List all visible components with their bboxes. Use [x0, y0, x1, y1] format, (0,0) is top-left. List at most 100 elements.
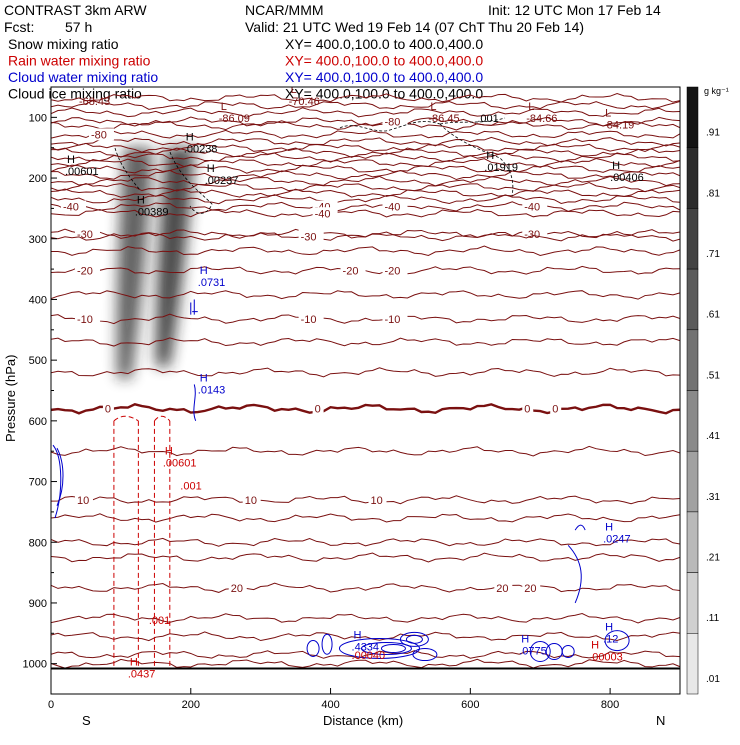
isotherm-line-1: [51, 116, 680, 127]
isotherm-line-7: [51, 313, 680, 325]
colorbar-cell-5: [686, 390, 699, 452]
cloudwater-cell-4: [380, 643, 406, 653]
y-tick-label-1: 200: [29, 173, 47, 185]
y-tick-label-9: 1000: [23, 659, 47, 671]
isotherm-line-minor-8: [51, 158, 680, 168]
isotherm-label-7-1: -10: [301, 314, 317, 326]
isotherm-line-minor-21: [51, 537, 680, 547]
isotherm-line-3: [51, 208, 680, 218]
extrema-value-20: .4334: [352, 641, 380, 653]
isotherm-label-8-0: 0: [105, 404, 111, 416]
cloudwater-cell-8: [545, 643, 563, 661]
isotherm-line-5: [51, 230, 680, 242]
colorbar: .91 .81 .71 .61 .51 .41 .31 .21 .11 .01 g kg⁻¹: [686, 86, 729, 695]
x-tick-label-4: 800: [601, 699, 619, 711]
plot-inner: -80-80-40-40-40-40-40-30-30-30-30-20-20-…: [51, 87, 680, 681]
cloudwater-contour-4: [567, 544, 582, 604]
isotherm-label-2-3: -40: [524, 202, 540, 214]
snow-plume-0: [117, 147, 153, 379]
isotherm-line-minor-25: [51, 650, 680, 659]
isotherm-line-2: [51, 201, 680, 212]
isotherm-line-minor-24: [51, 631, 680, 642]
cloudwater-cell-11: [412, 648, 438, 662]
isotherm-label-bg-6-2: [382, 264, 408, 277]
isotherm-line-minor-9: [51, 164, 680, 174]
extrema-value-12: .00406: [610, 172, 644, 184]
isotherm-label-4-2: -30: [524, 229, 540, 241]
isotherm-label-bg-2-0: [61, 200, 86, 213]
legend-xy-3: XY= 400.0,100.0 to 400.0,400.0: [285, 86, 483, 102]
extrema-value-16: .001: [180, 480, 201, 492]
colorbar-cell-8: [686, 572, 699, 634]
colorbar-label-2: .71: [706, 249, 720, 260]
colorbar-units: g kg⁻¹: [704, 86, 729, 96]
colorbar-label-0: .91: [706, 128, 720, 139]
legend-name-0: Snow mixing ratio: [8, 36, 119, 52]
extrema-value-6: -84.19: [603, 119, 634, 131]
legend-name-1: Rain water mixing ratio: [8, 53, 151, 69]
extrema-value-22: .0775: [519, 646, 547, 658]
isotherm-line-minor-5: [51, 142, 680, 153]
isotherm-line-minor-17: [51, 337, 680, 347]
extrema-value-10: .00389: [135, 207, 169, 219]
isotherm-label-bg-0-0: [88, 128, 114, 141]
snow-plume-1: [155, 147, 195, 367]
extrema-value-24: .00003: [589, 652, 623, 664]
extrema-value-13: .0731: [198, 277, 226, 289]
isotherm-line-minor-22: [51, 552, 680, 563]
end-label-right: N: [656, 713, 665, 728]
colorbar-cell-2: [686, 208, 699, 270]
extrema-letter-24: H: [591, 640, 599, 652]
isotherm-label-bg-10-2: [522, 581, 541, 594]
extrema-value-7: .00601: [65, 166, 99, 178]
x-tick-label-2: 400: [321, 699, 339, 711]
isotherm-label-bg-7-1: [298, 312, 324, 325]
extrema-value-2: -70.46: [289, 96, 320, 108]
isotherm-label-6-2: -20: [384, 265, 400, 277]
isotherm-line-minor-0: [51, 93, 680, 103]
isotherm-label-bg-8-0: [102, 402, 114, 415]
header-valid: Valid: 21 UTC Wed 19 Feb 14 (07 ChT Thu …: [245, 19, 584, 35]
isotherm-label-bg-7-0: [74, 312, 100, 325]
cloudwater-contour-0: [190, 299, 198, 315]
isotherm-line-minor-4: [51, 136, 680, 147]
isotherm-label-6-0: -20: [77, 265, 93, 277]
extrema-value-19: .0247: [603, 533, 631, 545]
cloudwater-contour-3: [56, 447, 64, 507]
plot-area: -80-80-40-40-40-40-40-30-30-30-30-20-20-…: [51, 87, 680, 681]
isotherm-line-minor-3: [51, 120, 680, 131]
isotherm-label-3-0: -40: [315, 208, 331, 220]
colorbar-label-1: .81: [706, 188, 720, 199]
isotherm-label-bg-2-2: [382, 200, 408, 213]
extrema-letter-18: H: [130, 657, 138, 669]
cloudwater-contour-2: [52, 444, 62, 519]
legend-name-2: Cloud water mixing ratio: [8, 69, 158, 85]
legend-xy-2: XY= 400.0,100.0 to 400.0,400.0: [285, 69, 483, 85]
cloudwater-contour-1: [193, 384, 197, 422]
colorbar-label-9: .01: [706, 674, 720, 685]
isotherm-label-bg-6-1: [340, 264, 366, 277]
extrema-letter-9: H: [207, 163, 215, 175]
colorbar-cell-6: [686, 450, 699, 513]
extrema-value-15: .00601: [163, 457, 197, 469]
isotherm-line-minor-23: [51, 612, 680, 624]
cloudwater-cell-0: [306, 639, 320, 657]
colorbar-cell-0: [686, 86, 699, 148]
isotherm-label-bg-10-1: [494, 581, 513, 594]
isotherm-label-8-2: 0: [524, 404, 530, 416]
isotherm-label-bg-9-0: [74, 493, 93, 506]
isotherm-label-7-0: -10: [77, 314, 93, 326]
colorbar-label-7: .21: [706, 552, 720, 563]
isotherm-label-bg-8-2: [522, 402, 534, 415]
isotherm-line-minor-20: [51, 513, 680, 523]
extrema-letter-7: H: [67, 154, 75, 166]
y-tick-label-0: 100: [29, 112, 47, 124]
colorbar-cell-4: [686, 329, 699, 391]
isotherm-label-8-1: 0: [315, 404, 321, 416]
y-tick-label-3: 400: [29, 294, 47, 306]
extrema-letter-14: H: [200, 373, 208, 385]
isotherm-label-bg-2-3: [522, 200, 548, 213]
isotherm-label-bg-8-1: [312, 402, 324, 415]
